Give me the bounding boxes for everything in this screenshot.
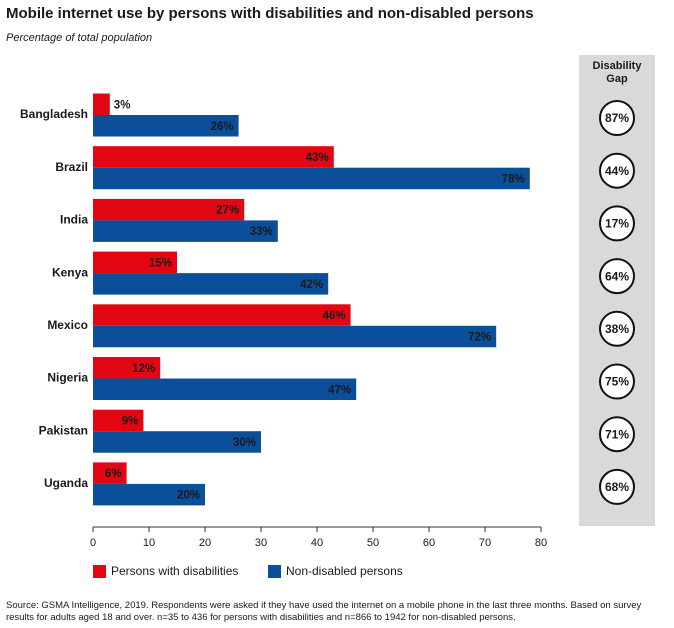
gap-circle [599, 152, 635, 189]
y-tick-label: Uganda [44, 476, 88, 490]
bar-value-label: 6% [105, 468, 122, 480]
bar-value-label: 72% [468, 332, 491, 344]
gap-circle [599, 363, 635, 400]
source-note: Source: GSMA Intelligence, 2019. Respond… [6, 600, 642, 623]
bar [93, 167, 530, 190]
gap-value-label: 17% [605, 217, 629, 231]
bar-value-label: 30% [233, 437, 256, 449]
chart-subtitle: Percentage of total population [6, 32, 152, 44]
gap-value-label: 44% [605, 164, 629, 178]
bar [93, 251, 177, 274]
x-tick-label: 70 [479, 537, 491, 549]
x-tick-label: 40 [311, 537, 323, 549]
bar [93, 462, 127, 484]
bar [93, 198, 245, 221]
y-tick-label: Pakistan [39, 423, 88, 437]
legend-swatch [93, 565, 106, 578]
bar-value-label: 27% [216, 205, 239, 217]
y-tick-label: Kenya [52, 265, 88, 279]
gap-value-label: 75% [605, 375, 629, 389]
y-tick-label: India [60, 213, 88, 227]
x-tick-label: 20 [199, 537, 211, 549]
bar-value-label: 9% [122, 415, 139, 427]
bar-value-label: 42% [300, 279, 323, 291]
bar-value-label: 12% [132, 363, 155, 375]
legend-label: Persons with disabilities [111, 564, 238, 578]
gap-circle [599, 205, 635, 242]
bar [93, 115, 239, 137]
y-tick-label: Nigeria [47, 371, 88, 385]
bar [93, 378, 357, 400]
bar [93, 304, 351, 326]
chart-title: Mobile internet use by persons with disa… [6, 5, 534, 22]
bar-value-label: 15% [149, 257, 172, 269]
gap-circle [599, 468, 635, 505]
y-tick-label: Mexico [47, 318, 88, 332]
legend-label: Non-disabled persons [286, 564, 403, 578]
bar [93, 273, 329, 295]
x-tick-label: 10 [143, 537, 155, 549]
bar-value-label: 78% [502, 173, 525, 185]
gap-value-label: 87% [605, 111, 629, 125]
bar [93, 93, 110, 115]
bar-value-label: 33% [250, 226, 273, 238]
gap-value-label: 68% [605, 480, 629, 494]
bar [93, 220, 278, 242]
bar [93, 357, 161, 379]
gap-circle [599, 416, 635, 453]
bar [93, 483, 205, 506]
gap-value-label: 64% [605, 269, 629, 283]
x-tick-label: 60 [423, 537, 435, 549]
bar-value-label: 43% [306, 152, 329, 164]
x-tick-label: 80 [535, 537, 547, 549]
gap-value-label: 38% [605, 322, 629, 336]
x-tick-label: 30 [255, 537, 267, 549]
bar [93, 431, 261, 453]
bar-value-label: 3% [114, 99, 131, 111]
gap-title: Disability Gap [592, 60, 642, 85]
y-tick-label: Brazil [55, 160, 88, 174]
bar [93, 146, 334, 168]
legend-swatch [268, 565, 281, 578]
bar-value-label: 20% [177, 490, 200, 502]
x-tick-label: 50 [367, 537, 379, 549]
x-tick-label: 0 [90, 537, 96, 549]
bar [93, 409, 144, 432]
gap-value-label: 71% [605, 427, 629, 441]
bar [93, 325, 497, 348]
gap-circle [599, 258, 635, 295]
gap-circle [599, 100, 635, 136]
bar-value-label: 46% [323, 310, 346, 322]
gap-circle [599, 310, 635, 347]
bar-value-label: 47% [328, 384, 351, 396]
bar-value-label: 26% [211, 121, 234, 133]
y-tick-label: Bangladesh [20, 107, 88, 121]
